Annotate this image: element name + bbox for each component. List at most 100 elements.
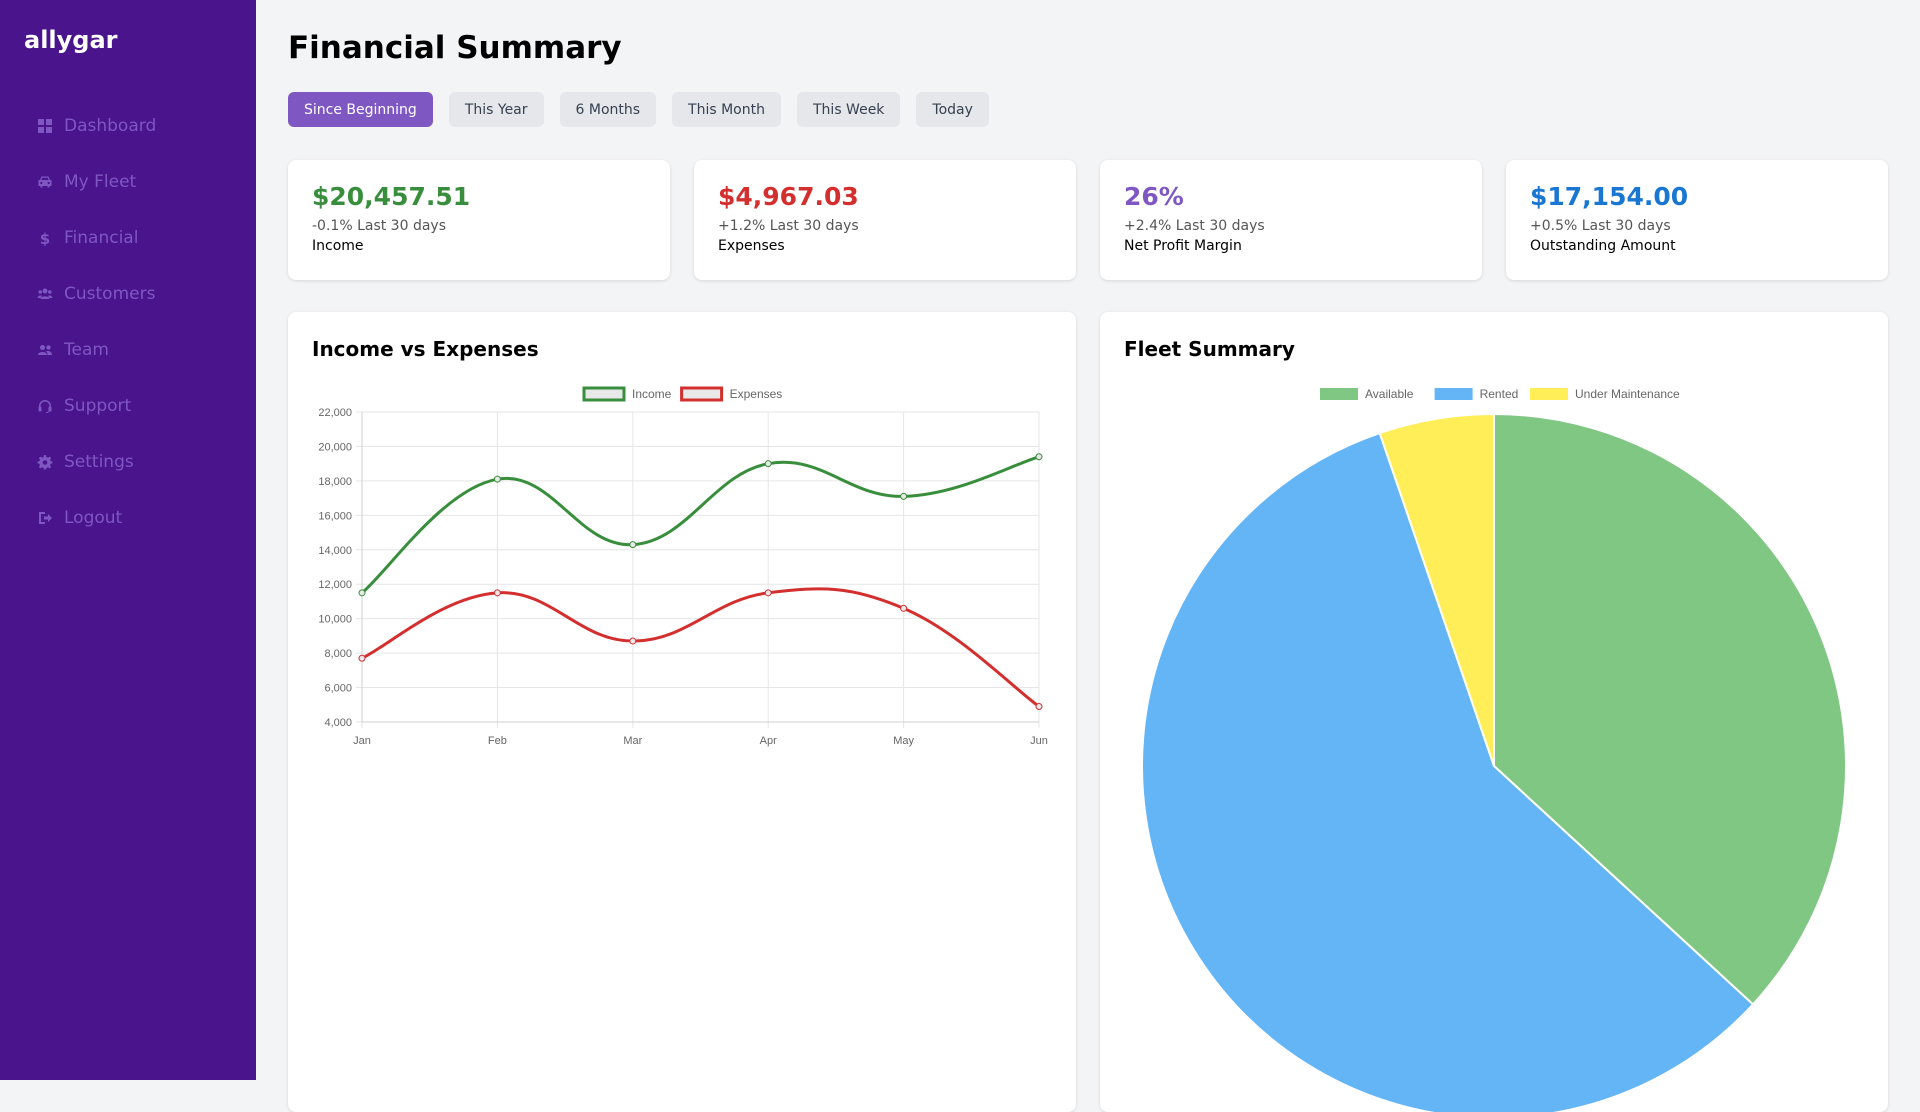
data-point-income [493,475,501,483]
data-point-income [900,492,908,500]
filter-this-week-button[interactable]: This Week [797,92,901,127]
stat-value: 26% [1124,182,1184,211]
y-tick-label: 12,000 [318,579,352,591]
stat-value: $20,457.51 [312,182,471,211]
brand-logo[interactable]: allygar [24,26,118,54]
fleet-summary-pie-chart: Available Rented Under Maintenance [1141,387,1847,1112]
y-tick-label: 6,000 [324,683,352,695]
page-title: Financial Summary [288,30,622,66]
data-point-income [1035,453,1043,461]
y-tick-label: 10,000 [318,614,352,626]
data-point-income [629,541,637,549]
filter-6-months-button[interactable]: 6 Months [559,92,657,127]
data-point-expenses [900,604,908,612]
data-point-expenses [358,654,366,662]
sidebar-item-label: Settings [64,452,134,472]
x-tick-label: Apr [760,735,777,747]
logout-icon [36,509,54,527]
data-point-income [358,589,366,597]
stat-label: Expenses [718,238,785,254]
y-tick-label: 8,000 [324,648,352,660]
income-expenses-panel: 22,000 20,000 18,000 16,000 14,000 12,000 10,0… [288,312,1076,1112]
dashboard-icon [36,117,54,135]
legend-swatch [582,386,626,402]
stat-change: +2.4% Last 30 days [1124,218,1265,234]
stat-label: Income [312,238,364,254]
series-line-income [361,455,1040,594]
sidebar-item-label: Customers [64,284,156,304]
pie-slice-under-maintenance [1378,412,1495,767]
legend-label: Under Maintenance [1575,387,1680,401]
sidebar-item-label: My Fleet [64,172,137,192]
legend-label: Rented [1480,387,1519,401]
filter-today-button[interactable]: Today [916,92,989,127]
sidebar-item-financial[interactable]: $ Financial [0,210,256,266]
stat-change: +0.5% Last 30 days [1530,218,1671,234]
filter-this-year-button[interactable]: This Year [448,92,544,127]
period-filter-bar: Since Beginning This Year 6 Months This … [288,92,1005,127]
y-tick-label: 22,000 [318,407,352,419]
panel-title: Fleet Summary [1124,337,1295,361]
sidebar-item-customers[interactable]: Customers [0,266,256,322]
data-point-expenses [1035,703,1043,710]
sidebar-item-label: Dashboard [64,116,157,136]
stat-change: +1.2% Last 30 days [718,218,859,234]
x-tick-label: Jun [1030,735,1048,747]
filter-this-month-button[interactable]: This Month [672,92,781,127]
y-tick-label: 14,000 [318,545,352,557]
sidebar-item-settings[interactable]: Settings [0,434,256,490]
stat-card-outstanding-amount: $17,154.00 +0.5% Last 30 days Outstandin… [1506,160,1888,280]
stat-label: Outstanding Amount [1530,238,1676,254]
sidebar-item-my-fleet[interactable]: My Fleet [0,154,256,210]
legend-swatch [1434,388,1473,400]
legend-label: Available [1365,387,1414,401]
sidebar: allygar Dashboard My Fleet $ Financial C… [0,0,256,1080]
stat-change: -0.1% Last 30 days [312,218,446,234]
svg-text:$: $ [40,230,50,246]
data-point-income [764,460,772,468]
sidebar-item-dashboard[interactable]: Dashboard [0,98,256,154]
sidebar-item-support[interactable]: Support [0,378,256,434]
legend-swatch [1530,388,1568,400]
stat-label: Net Profit Margin [1124,238,1242,254]
gear-icon [36,453,54,471]
legend-label: Expenses [730,387,783,401]
sidebar-item-label: Logout [64,508,123,528]
x-tick-label: May [893,735,914,747]
stat-value: $17,154.00 [1530,182,1689,211]
series-line-expenses [361,587,1040,708]
stat-card-income: $20,457.51 -0.1% Last 30 days Income [288,160,670,280]
income-expenses-line-chart: 22,000 20,000 18,000 16,000 14,000 12,000 10,0… [318,386,1048,747]
data-point-expenses [493,589,501,597]
filter-since-beginning-button[interactable]: Since Beginning [288,92,433,127]
panel-title: Income vs Expenses [312,337,539,361]
x-tick-label: Feb [488,735,507,747]
legend-label: Income [632,387,672,401]
sidebar-item-team[interactable]: Team [0,322,256,378]
sidebar-item-label: Team [64,340,109,360]
y-tick-label: 4,000 [324,717,352,729]
sidebar-nav: Dashboard My Fleet $ Financial Customers… [0,98,256,546]
fleet-summary-panel: Available Rented Under Maintenance Fleet S… [1100,312,1888,1112]
sidebar-item-logout[interactable]: Logout [0,490,256,546]
y-tick-label: 20,000 [318,441,352,453]
headset-icon [36,397,54,415]
users-icon [36,285,54,303]
x-tick-label: Mar [623,735,642,747]
y-tick-label: 18,000 [318,476,352,488]
car-icon [36,173,54,191]
stat-card-net-profit-margin: 26% +2.4% Last 30 days Net Profit Margin [1100,160,1482,280]
user-friends-icon [36,341,54,359]
sidebar-item-label: Support [64,396,132,416]
dollar-icon: $ [36,229,54,247]
data-point-expenses [764,589,772,597]
pie-slice-available [1493,412,1847,1006]
legend-swatch [680,386,724,402]
x-tick-label: Jan [353,735,371,747]
stat-value: $4,967.03 [718,182,859,211]
y-tick-label: 16,000 [318,510,352,522]
stat-card-expenses: $4,967.03 +1.2% Last 30 days Expenses [694,160,1076,280]
sidebar-item-label: Financial [64,228,139,248]
legend-swatch [1320,388,1358,400]
data-point-expenses [629,637,637,645]
